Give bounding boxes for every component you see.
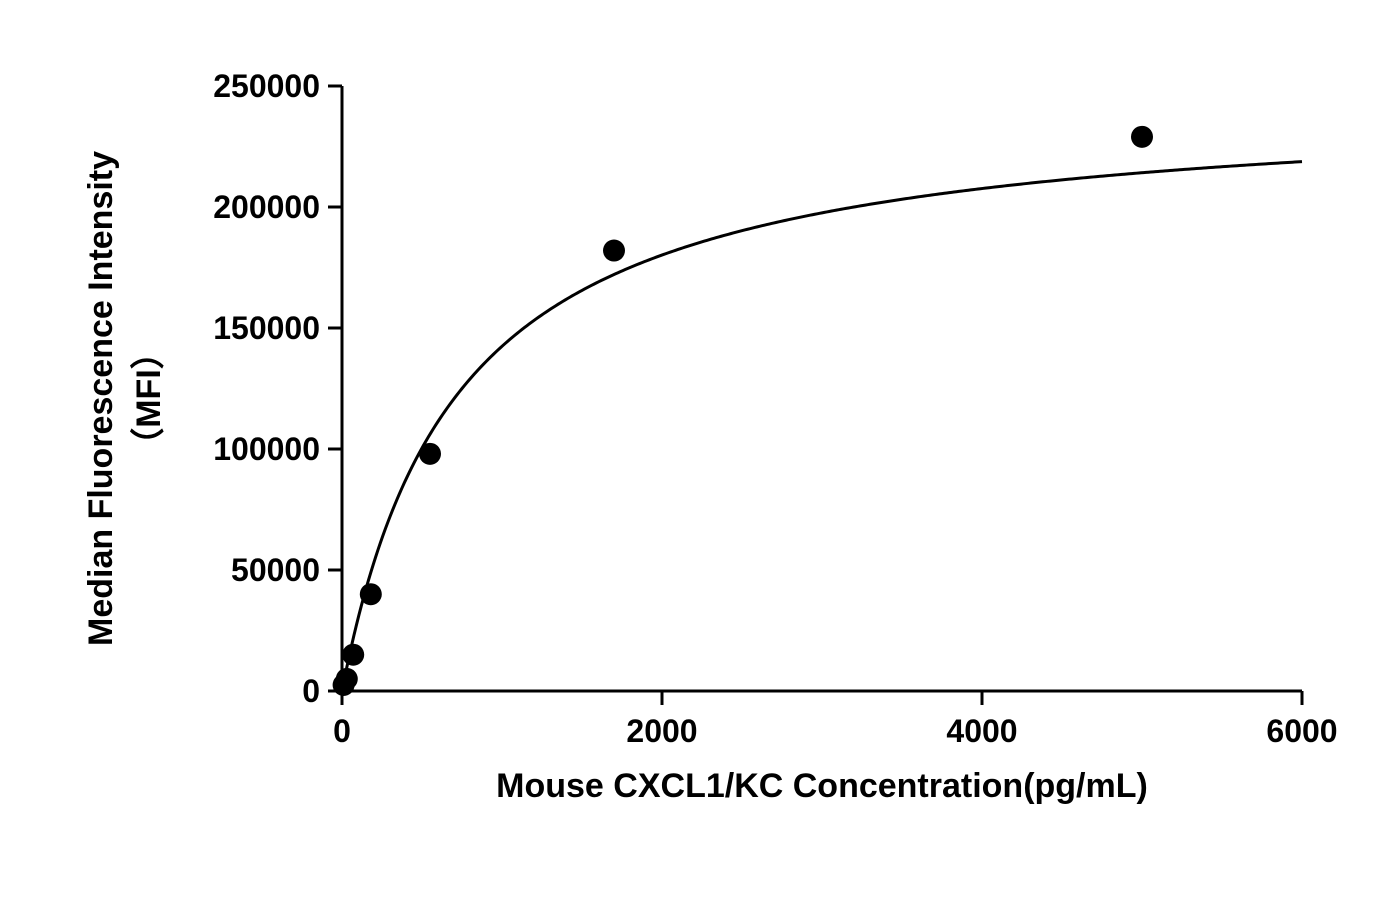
data-point — [419, 443, 441, 465]
data-point — [342, 644, 364, 666]
y-tick-label: 50000 — [231, 552, 320, 589]
y-tick-label: 150000 — [213, 310, 320, 347]
chart-container: Median Fluorescence Intensity （MFI） Mous… — [47, 26, 1347, 876]
data-point — [336, 668, 358, 690]
x-tick-label: 6000 — [1242, 713, 1362, 750]
data-point — [1131, 126, 1153, 148]
x-tick-label: 4000 — [922, 713, 1042, 750]
y-tick-label: 200000 — [213, 189, 320, 226]
x-tick-label: 0 — [282, 713, 402, 750]
data-point — [360, 583, 382, 605]
y-tick-label: 100000 — [213, 431, 320, 468]
y-tick-label: 0 — [302, 673, 320, 710]
x-tick-label: 2000 — [602, 713, 722, 750]
y-tick-label: 250000 — [213, 68, 320, 105]
data-point — [603, 240, 625, 262]
